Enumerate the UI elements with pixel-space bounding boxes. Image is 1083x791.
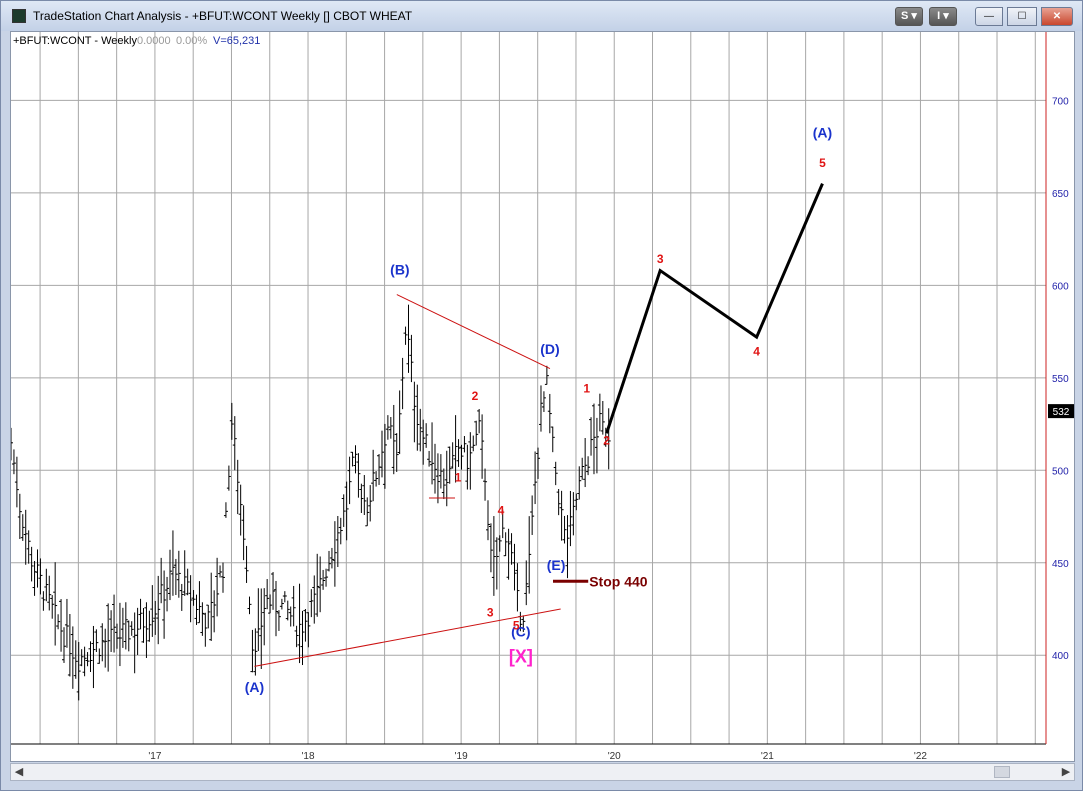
scroll-left-icon[interactable]: ◀ (14, 766, 24, 778)
title-bar[interactable]: TradeStation Chart Analysis - +BFUT:WCON… (1, 1, 1082, 31)
symbol-label: +BFUT:WCONT - Weekly (13, 35, 137, 47)
time-tick-label: '21 (761, 751, 774, 761)
trendline (396, 294, 551, 370)
wave-label: 5 (819, 156, 826, 170)
price-tick-label: 700 (1052, 96, 1069, 107)
wave-label: 5 (513, 618, 520, 632)
wave-label: 4 (753, 345, 760, 359)
last-price-badge (1048, 404, 1074, 419)
wave-label: 4 (498, 504, 505, 518)
last-price-label: 532 (1053, 407, 1070, 418)
change-percent: 0.00% (176, 35, 207, 47)
s-button-label: S (901, 10, 909, 22)
grid-lines (11, 32, 1046, 744)
wave-label: 1 (455, 470, 462, 484)
price-tick-label: 650 (1052, 189, 1069, 200)
i-button-label: I (937, 10, 941, 22)
i-dropdown-button[interactable]: I ▾ (929, 7, 957, 26)
minimize-button[interactable]: — (975, 7, 1003, 26)
price-tick-label: 600 (1052, 281, 1069, 292)
wave-label: 2 (603, 433, 610, 447)
price-bars (11, 304, 611, 701)
wave-label: (B) (390, 261, 409, 277)
wave-label: (D) (540, 341, 559, 357)
chart-header: +BFUT:WCONT - Weekly 0.0000 0.00% V=65,2… (13, 35, 260, 47)
s-dropdown-button[interactable]: S ▾ (895, 7, 923, 26)
time-tick-label: '17 (148, 751, 161, 761)
wave-label: (E) (547, 557, 566, 573)
price-tick-label: 550 (1052, 374, 1069, 385)
wave-label: (A) (813, 124, 832, 140)
chart-overlays: Stop 440 (A) (B) (C) [X] (D) (E) (A) 1 2 3 4 5 1 2 3 4 5 (245, 124, 832, 695)
projection-path (605, 183, 824, 434)
maximize-button[interactable]: ☐ (1007, 7, 1037, 26)
app-icon (12, 9, 26, 23)
change-value: 0.0000 (137, 35, 171, 47)
scroll-thumb[interactable] (994, 766, 1010, 778)
wave-label: (A) (245, 679, 264, 695)
price-tick-label: 400 (1052, 651, 1069, 662)
time-tick-label: '18 (302, 751, 315, 761)
wave-label: (C) (511, 624, 530, 640)
wave-label: 3 (657, 252, 664, 266)
time-tick-label: '19 (455, 751, 468, 761)
wave-label: 3 (487, 605, 494, 619)
time-tick-label: '20 (608, 751, 621, 761)
close-button[interactable]: ✕ (1041, 7, 1073, 26)
wave-label: 1 (583, 382, 590, 396)
wave-label: [X] (509, 647, 533, 667)
price-tick-label: 450 (1052, 559, 1069, 570)
volume-value: V=65,231 (213, 35, 260, 47)
stop-label: Stop 440 (589, 573, 648, 589)
window-title: TradeStation Chart Analysis - +BFUT:WCON… (33, 9, 413, 23)
price-chart[interactable]: Stop 440(A)(B)(C)[X](D)(E)(A)1234512345 … (11, 32, 1074, 761)
chart-area[interactable]: Stop 440 (A) (B) (C) [X] (D) (E) (A) 1 2 3 4 5 1 2 3 4 5 … (10, 31, 1075, 762)
price-tick-label: 500 (1052, 466, 1069, 477)
time-tick-label: '22 (914, 751, 927, 761)
axes: 400 450 500 550 600 650 700 '17 '18 '19 '20 '21 '22 5… (11, 32, 1074, 761)
wave-label: 2 (472, 389, 479, 403)
scroll-right-icon[interactable]: ▶ (1061, 766, 1071, 778)
horizontal-scrollbar[interactable]: ◀ ▶ (10, 763, 1075, 781)
trendline (254, 608, 561, 667)
